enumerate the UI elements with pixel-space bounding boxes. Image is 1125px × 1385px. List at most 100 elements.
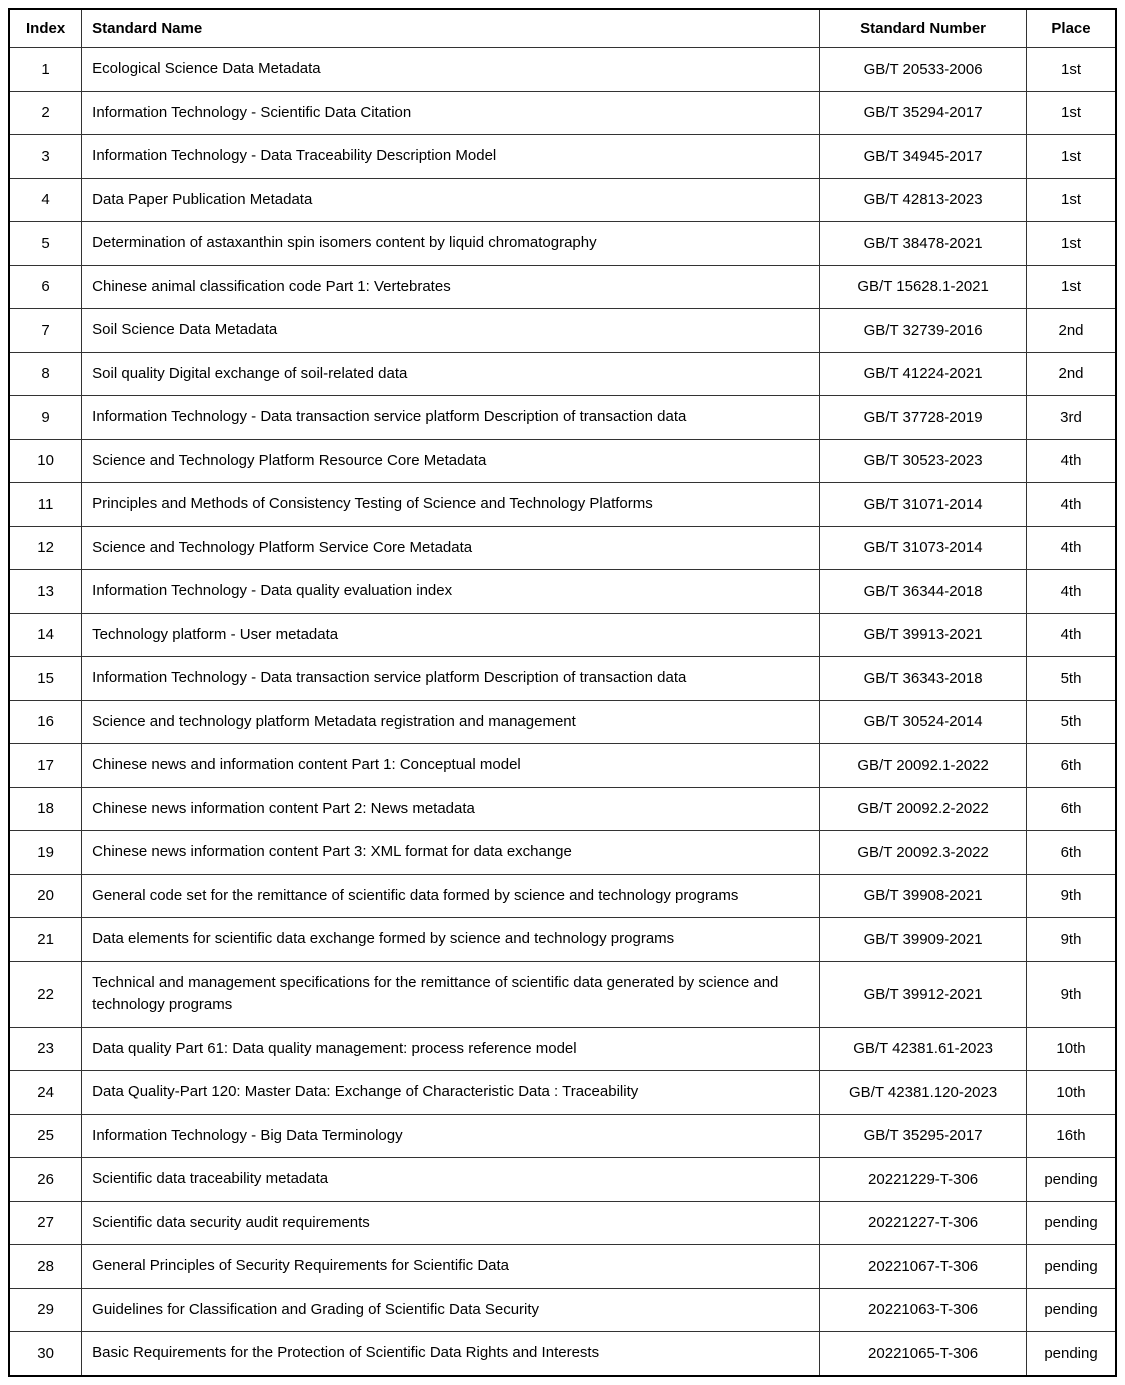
cell-number: GB/T 30524-2014	[820, 700, 1027, 744]
cell-place: 1st	[1027, 222, 1116, 266]
cell-name: Science and Technology Platform Resource…	[82, 439, 820, 483]
cell-index: 17	[9, 744, 82, 788]
cell-index: 4	[9, 178, 82, 222]
cell-index: 28	[9, 1245, 82, 1289]
cell-name: Ecological Science Data Metadata	[82, 48, 820, 92]
cell-number: GB/T 36343-2018	[820, 657, 1027, 701]
cell-index: 18	[9, 787, 82, 831]
table-row: 22Technical and management specification…	[9, 961, 1116, 1027]
cell-number: GB/T 42381.120-2023	[820, 1071, 1027, 1115]
cell-name: Information Technology - Data transactio…	[82, 657, 820, 701]
cell-name: Data elements for scientific data exchan…	[82, 918, 820, 962]
cell-number: GB/T 20533-2006	[820, 48, 1027, 92]
cell-index: 2	[9, 91, 82, 135]
cell-name: Scientific data security audit requireme…	[82, 1201, 820, 1245]
cell-number: 20221067-T-306	[820, 1245, 1027, 1289]
cell-place: 4th	[1027, 439, 1116, 483]
cell-place: 4th	[1027, 613, 1116, 657]
table-row: 17Chinese news and information content P…	[9, 744, 1116, 788]
cell-name: Chinese animal classification code Part …	[82, 265, 820, 309]
table-row: 7Soil Science Data MetadataGB/T 32739-20…	[9, 309, 1116, 353]
table-row: 11Principles and Methods of Consistency …	[9, 483, 1116, 527]
cell-index: 29	[9, 1288, 82, 1332]
cell-index: 23	[9, 1027, 82, 1071]
cell-place: 3rd	[1027, 396, 1116, 440]
cell-place: 4th	[1027, 526, 1116, 570]
cell-name: General code set for the remittance of s…	[82, 874, 820, 918]
cell-name: Technology platform - User metadata	[82, 613, 820, 657]
cell-number: GB/T 41224-2021	[820, 352, 1027, 396]
table-row: 27Scientific data security audit require…	[9, 1201, 1116, 1245]
cell-number: GB/T 34945-2017	[820, 135, 1027, 179]
cell-name: Science and Technology Platform Service …	[82, 526, 820, 570]
cell-number: GB/T 39912-2021	[820, 961, 1027, 1027]
cell-index: 3	[9, 135, 82, 179]
cell-name: Data quality Part 61: Data quality manag…	[82, 1027, 820, 1071]
header-number: Standard Number	[820, 9, 1027, 48]
cell-place: 5th	[1027, 657, 1116, 701]
table-row: 24Data Quality-Part 120: Master Data: Ex…	[9, 1071, 1116, 1115]
cell-name: Information Technology - Data transactio…	[82, 396, 820, 440]
table-row: 14Technology platform - User metadataGB/…	[9, 613, 1116, 657]
table-body: 1Ecological Science Data MetadataGB/T 20…	[9, 48, 1116, 1376]
cell-place: 6th	[1027, 744, 1116, 788]
cell-number: GB/T 35295-2017	[820, 1114, 1027, 1158]
cell-index: 11	[9, 483, 82, 527]
table-row: 20General code set for the remittance of…	[9, 874, 1116, 918]
cell-index: 6	[9, 265, 82, 309]
cell-place: 16th	[1027, 1114, 1116, 1158]
cell-index: 24	[9, 1071, 82, 1115]
cell-place: 9th	[1027, 961, 1116, 1027]
table-row: 5Determination of astaxanthin spin isome…	[9, 222, 1116, 266]
table-row: 16Science and technology platform Metada…	[9, 700, 1116, 744]
cell-number: GB/T 20092.3-2022	[820, 831, 1027, 875]
cell-place: 1st	[1027, 91, 1116, 135]
cell-number: GB/T 39908-2021	[820, 874, 1027, 918]
cell-index: 14	[9, 613, 82, 657]
table-row: 21Data elements for scientific data exch…	[9, 918, 1116, 962]
cell-number: GB/T 20092.1-2022	[820, 744, 1027, 788]
cell-index: 25	[9, 1114, 82, 1158]
cell-number: 20221227-T-306	[820, 1201, 1027, 1245]
table-row: 4Data Paper Publication MetadataGB/T 428…	[9, 178, 1116, 222]
cell-index: 1	[9, 48, 82, 92]
cell-name: Chinese news information content Part 3:…	[82, 831, 820, 875]
cell-number: GB/T 30523-2023	[820, 439, 1027, 483]
cell-name: Soil quality Digital exchange of soil-re…	[82, 352, 820, 396]
header-index: Index	[9, 9, 82, 48]
cell-number: GB/T 42381.61-2023	[820, 1027, 1027, 1071]
cell-name: Chinese news and information content Par…	[82, 744, 820, 788]
cell-index: 22	[9, 961, 82, 1027]
cell-name: Information Technology - Big Data Termin…	[82, 1114, 820, 1158]
table-row: 18Chinese news information content Part …	[9, 787, 1116, 831]
cell-name: Data Paper Publication Metadata	[82, 178, 820, 222]
cell-number: 20221063-T-306	[820, 1288, 1027, 1332]
cell-number: GB/T 36344-2018	[820, 570, 1027, 614]
cell-number: GB/T 31071-2014	[820, 483, 1027, 527]
cell-index: 26	[9, 1158, 82, 1202]
standards-table: Index Standard Name Standard Number Plac…	[8, 8, 1117, 1377]
cell-place: 9th	[1027, 874, 1116, 918]
cell-name: Determination of astaxanthin spin isomer…	[82, 222, 820, 266]
table-row: 28General Principles of Security Require…	[9, 1245, 1116, 1289]
cell-name: Scientific data traceability metadata	[82, 1158, 820, 1202]
table-row: 3Information Technology - Data Traceabil…	[9, 135, 1116, 179]
cell-place: 2nd	[1027, 309, 1116, 353]
cell-place: 4th	[1027, 483, 1116, 527]
header-row: Index Standard Name Standard Number Plac…	[9, 9, 1116, 48]
table-row: 29Guidelines for Classification and Grad…	[9, 1288, 1116, 1332]
cell-name: Information Technology - Data Traceabili…	[82, 135, 820, 179]
cell-place: 10th	[1027, 1071, 1116, 1115]
header-name: Standard Name	[82, 9, 820, 48]
cell-number: GB/T 38478-2021	[820, 222, 1027, 266]
table-row: 15Information Technology - Data transact…	[9, 657, 1116, 701]
cell-place: pending	[1027, 1201, 1116, 1245]
table-header: Index Standard Name Standard Number Plac…	[9, 9, 1116, 48]
cell-name: Soil Science Data Metadata	[82, 309, 820, 353]
cell-name: Technical and management specifications …	[82, 961, 820, 1027]
cell-place: 4th	[1027, 570, 1116, 614]
cell-number: GB/T 37728-2019	[820, 396, 1027, 440]
cell-index: 27	[9, 1201, 82, 1245]
cell-index: 19	[9, 831, 82, 875]
cell-name: Principles and Methods of Consistency Te…	[82, 483, 820, 527]
